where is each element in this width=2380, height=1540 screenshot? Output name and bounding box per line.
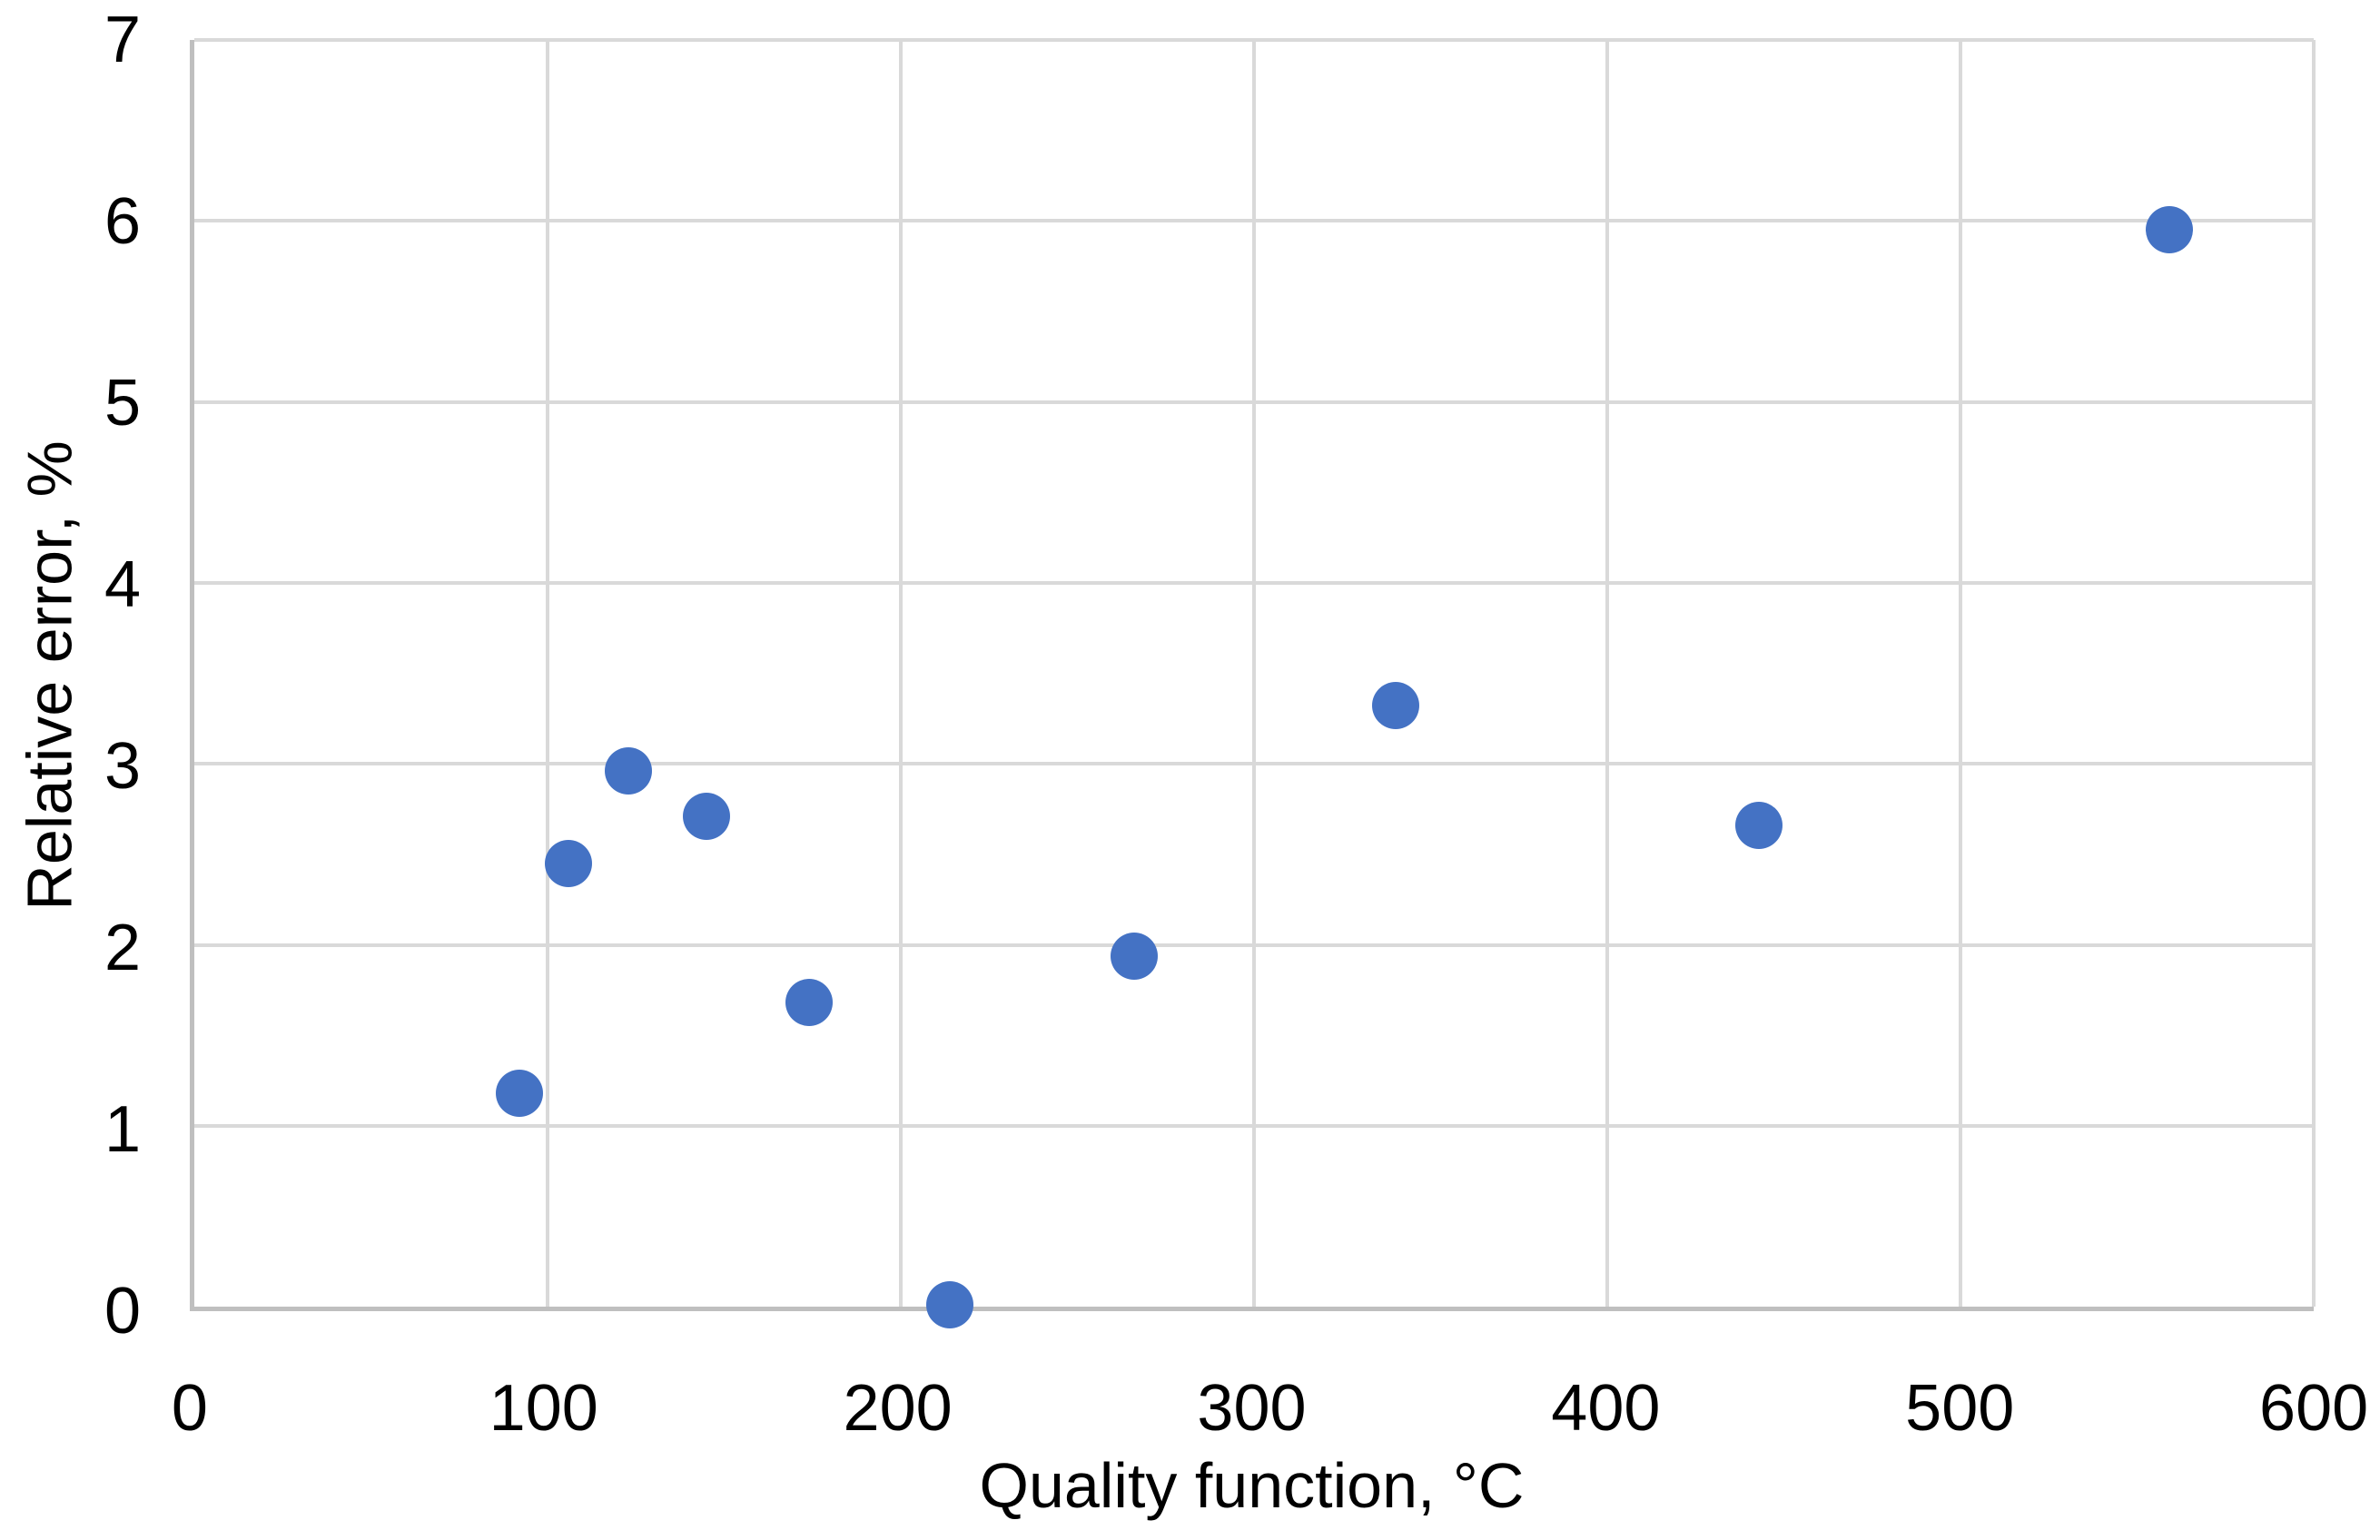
x-axis-title: Quality function, °C: [979, 1450, 1525, 1522]
data-point: [1371, 682, 1419, 730]
x-tick-label: 300: [1197, 1371, 1307, 1445]
data-point: [682, 793, 730, 841]
y-tick-label: 1: [104, 1093, 141, 1167]
gridline-x-100: [545, 40, 549, 1308]
data-point: [545, 839, 593, 887]
gridline-y-7: [193, 38, 2315, 43]
y-tick-label: 3: [104, 730, 141, 804]
y-tick-label: 2: [104, 912, 141, 985]
data-point: [926, 1281, 974, 1329]
gridline-y-3: [193, 762, 2315, 766]
y-tick-label: 5: [104, 367, 141, 440]
gridline-y-2: [193, 943, 2315, 947]
data-point: [785, 979, 833, 1027]
x-tick-label: 400: [1551, 1371, 1661, 1445]
y-tick-label: 4: [104, 548, 141, 622]
gridline-x-500: [1959, 40, 1963, 1308]
gridline-x-300: [1252, 40, 1256, 1308]
x-tick-label: 600: [2259, 1371, 2369, 1445]
x-tick-label: 200: [843, 1371, 953, 1445]
x-tick-label: 100: [489, 1371, 598, 1445]
plot-area: [189, 38, 2316, 1329]
gridline-x-600: [2312, 40, 2316, 1308]
gridline-y-1: [193, 1123, 2315, 1128]
x-axis-tick-labels: 0 100 200 300 400 500 600: [172, 1371, 2368, 1457]
y-tick-label: 6: [104, 185, 141, 259]
data-point: [2145, 206, 2193, 254]
y-tick-label: 0: [104, 1275, 141, 1348]
x-tick-label: 500: [1905, 1371, 2015, 1445]
gridline-y-5: [193, 400, 2315, 404]
x-tick-label: 0: [171, 1371, 208, 1445]
y-tick-label: 7: [104, 4, 141, 77]
gridline-y-6: [193, 219, 2315, 223]
gridline-y-4: [193, 580, 2315, 585]
gridline-x-400: [1605, 40, 1610, 1308]
gridline-x-200: [898, 40, 903, 1308]
data-point: [1110, 932, 1158, 980]
data-point: [1735, 802, 1783, 850]
data-point: [605, 747, 653, 795]
data-point: [495, 1069, 543, 1117]
